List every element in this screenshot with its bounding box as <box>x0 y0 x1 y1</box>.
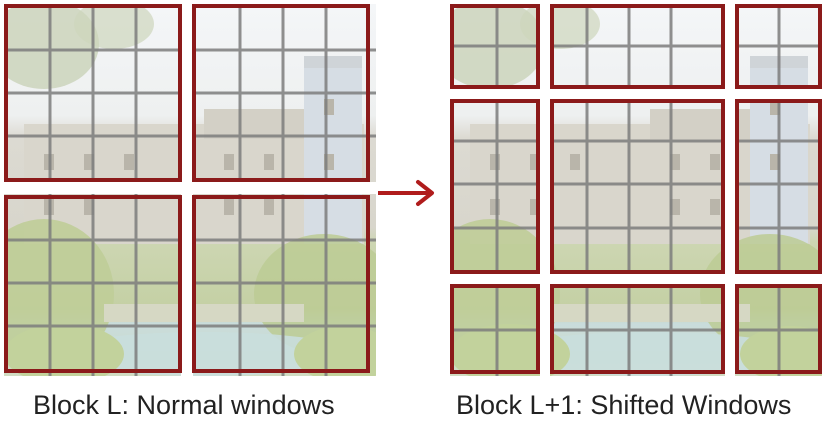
block-l-image <box>4 4 376 376</box>
caption-block-l1: Block L+1: Shifted Windows <box>456 390 792 420</box>
window-bottom-left <box>4 195 182 373</box>
right-arrow-icon <box>378 180 434 206</box>
caption-block-l: Block L: Normal windows <box>33 390 335 420</box>
grid-lines-shifted <box>450 4 822 376</box>
window-r1-c3 <box>735 4 822 89</box>
shifted-windows-diagram <box>4 4 822 376</box>
window-r3-c2 <box>550 284 725 374</box>
window-r3-c3 <box>735 284 822 374</box>
window-r1-c2 <box>550 4 725 89</box>
window-top-right <box>192 4 370 182</box>
window-r1-c1 <box>450 4 540 89</box>
shifted-window-borders <box>450 4 822 374</box>
window-r3-c1 <box>450 284 540 374</box>
window-top-left <box>4 4 182 182</box>
window-r2-c2 <box>550 99 725 274</box>
block-l1-image <box>450 4 822 376</box>
window-borders <box>4 4 370 373</box>
window-r2-c3 <box>735 99 822 274</box>
window-r2-c1 <box>450 99 540 274</box>
window-bottom-right <box>192 195 370 373</box>
